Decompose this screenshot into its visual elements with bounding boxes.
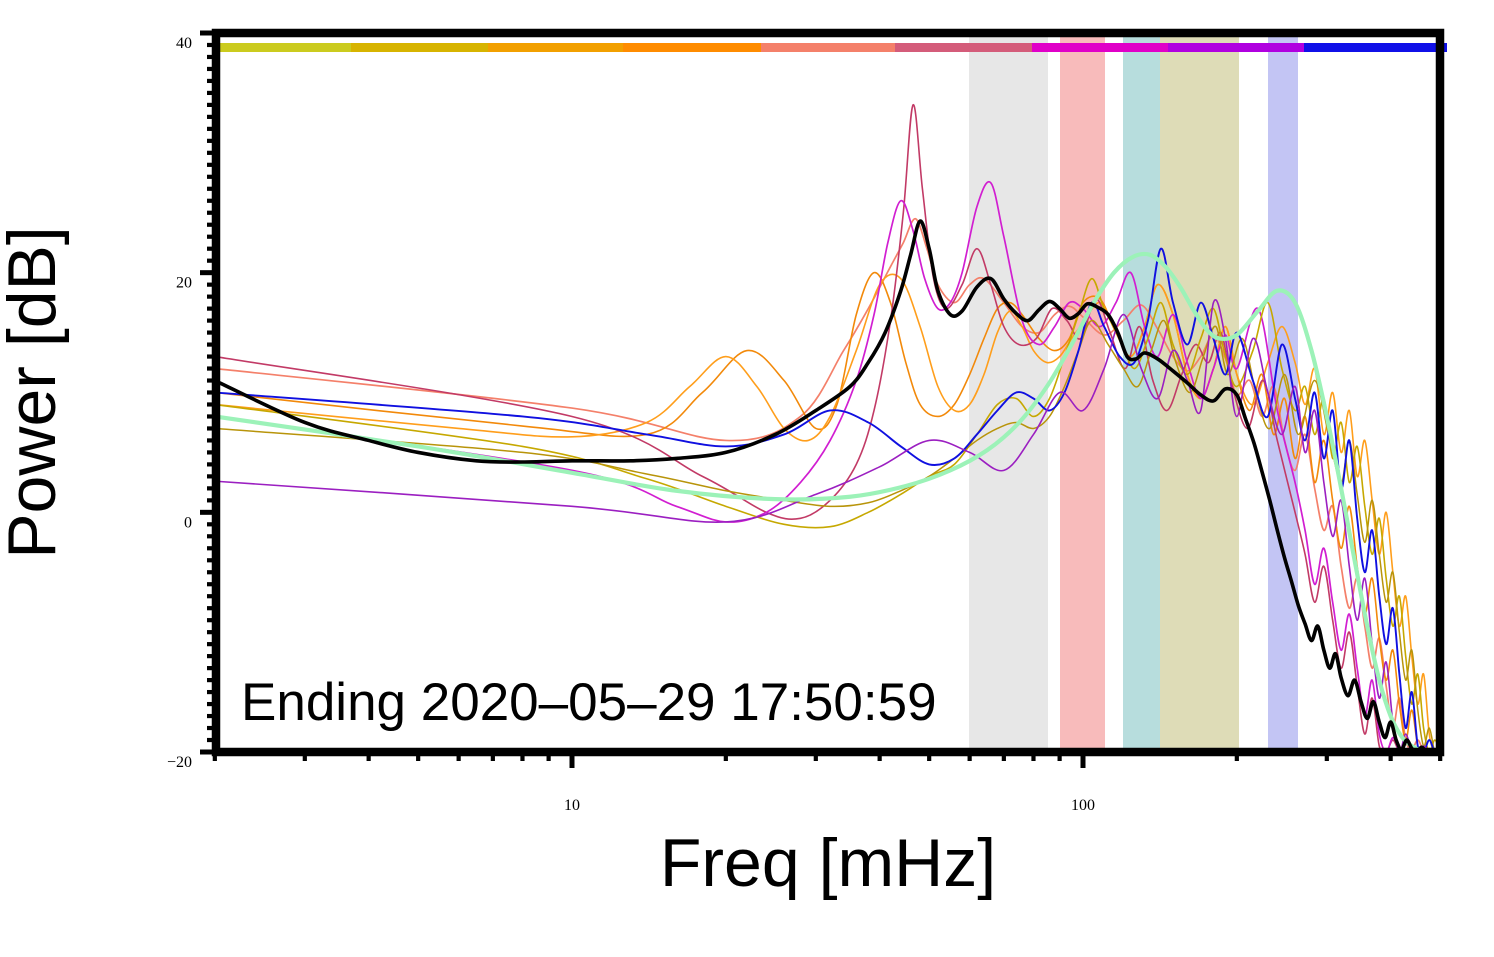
svg-text:10: 10 (564, 797, 580, 814)
svg-text:100: 100 (1071, 797, 1095, 814)
svg-text:−20: −20 (167, 754, 192, 771)
svg-text:40: 40 (176, 35, 192, 52)
svg-text:20: 20 (176, 275, 192, 292)
svg-text:Ending 2020‒05‒29 17:50:59: Ending 2020‒05‒29 17:50:59 (241, 673, 937, 732)
svg-text:Freq [mHz]: Freq [mHz] (660, 825, 996, 901)
svg-text:Power [dB]: Power [dB] (0, 226, 70, 559)
svg-text:0: 0 (184, 514, 192, 531)
